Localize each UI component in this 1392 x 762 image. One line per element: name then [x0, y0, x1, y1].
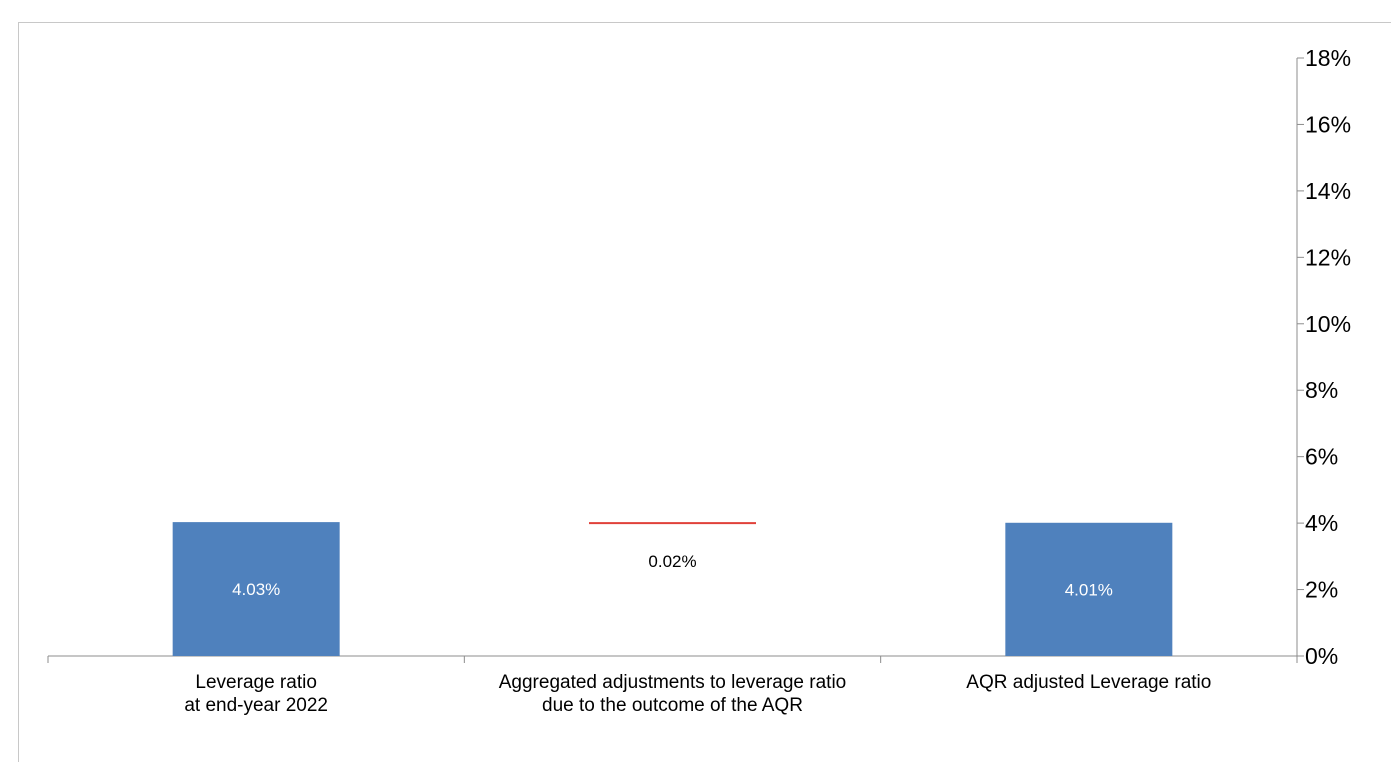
bar-data-label: 4.01%	[1065, 580, 1113, 599]
bars	[172, 522, 1173, 656]
x-category-label: AQR adjusted Leverage ratio	[966, 672, 1211, 693]
chart-frame	[18, 22, 1391, 762]
y-tick-label: 0%	[1305, 643, 1338, 669]
adjustment-bar	[589, 522, 756, 525]
bar	[172, 522, 340, 656]
x-category-label: Aggregated adjustments to leverage ratio	[499, 672, 847, 693]
y-tick-label: 18%	[1305, 45, 1351, 71]
y-tick-label: 8%	[1305, 377, 1338, 403]
y-tick-label: 14%	[1305, 178, 1351, 204]
x-category-label: Leverage ratio	[195, 672, 316, 693]
bar	[1005, 522, 1173, 656]
y-tick-label: 4%	[1305, 510, 1338, 536]
y-tick-label: 16%	[1305, 111, 1351, 137]
y-axis-ticks: 0% 2% 4% 6% 8% 10% 12% 14% 16% 18%	[1297, 45, 1351, 669]
adjustment-data-label: 0.02%	[648, 552, 696, 571]
bar-data-label: 4.03%	[232, 580, 280, 599]
y-tick-label: 10%	[1305, 311, 1351, 337]
x-category-label: due to the outcome of the AQR	[542, 695, 803, 716]
y-tick-label: 6%	[1305, 444, 1338, 470]
y-tick-label: 12%	[1305, 244, 1351, 270]
x-category-label: at end-year 2022	[184, 695, 328, 716]
data-labels: 4.03% 0.02% 4.01%	[232, 552, 1113, 599]
y-tick-label: 2%	[1305, 577, 1338, 603]
